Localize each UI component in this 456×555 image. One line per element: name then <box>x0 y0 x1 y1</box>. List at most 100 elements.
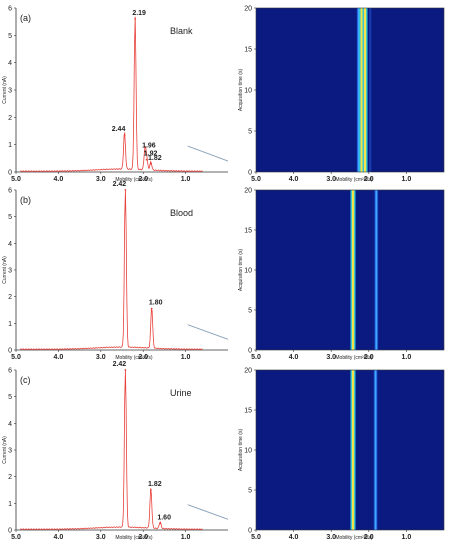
y-tick-label: 1 <box>8 142 12 149</box>
peak-marker <box>145 158 148 161</box>
heatmap-panel-1: 0 5 10 15 20 5.0 4.0 3.0 2.0 1.0 Mobility (cm²/Vs)… <box>238 6 445 183</box>
heatmap-panel-2: 0 5 10 15 20 5.0 4.0 3.0 2.0 1.0 Mobility (cm²/Vs)… <box>238 188 445 361</box>
x-tick-label: 4.0 <box>54 534 64 541</box>
x-tick-label: 3.0 <box>96 354 106 361</box>
peak-marker <box>124 189 127 191</box>
y-tick-label: 5 <box>248 488 252 495</box>
y-tick-label: 6 <box>8 188 12 195</box>
y-axis-label: Acquisition time (s) <box>238 69 244 112</box>
y-tick-label: 2 <box>8 115 12 122</box>
x-tick-label: 1.0 <box>181 176 191 183</box>
y-tick-label: 5 <box>8 33 12 40</box>
y-tick-label: 15 <box>244 408 252 415</box>
reference-line <box>187 145 229 162</box>
peak-label: 1.82 <box>148 481 162 488</box>
x-axis-label: Mobility (cm²/Vs) <box>115 355 153 361</box>
x-tick-label: 3.0 <box>96 534 106 541</box>
x-tick-label: 5.0 <box>11 176 21 183</box>
y-tick-label: 0 <box>248 528 252 535</box>
trace-panel-1: 0 1 2 3 4 5 6 5.0 4.0 3.0 2.0 1.0 Mobility (cm²/Vs) C… <box>2 6 229 183</box>
reference-line <box>187 504 229 520</box>
panel-label: (b) <box>20 195 31 205</box>
peak-marker <box>124 369 127 371</box>
peak-marker <box>149 162 152 165</box>
y-tick-label: 3 <box>8 88 12 95</box>
y-tick-label: 0 <box>8 170 12 177</box>
y-tick-label: 1 <box>8 321 12 328</box>
x-tick-label: 4.0 <box>289 176 299 183</box>
peak-label: 1.96 <box>142 143 156 150</box>
x-tick-label: 2.0 <box>138 534 148 541</box>
y-tick-label: 5 <box>8 394 12 401</box>
peak-label: 2.42 <box>113 361 127 368</box>
y-tick-label: 4 <box>8 421 12 428</box>
y-tick-label: 20 <box>244 368 252 375</box>
x-tick-label: 2.0 <box>364 176 374 183</box>
peak-marker <box>143 150 146 153</box>
reference-line <box>187 324 229 340</box>
heatmap-band <box>357 8 360 172</box>
x-axis-label: Mobility (cm²/Vs) <box>115 177 153 183</box>
heatmap-band <box>375 190 378 350</box>
panel-title: Blood <box>170 208 193 218</box>
heatmap-background <box>256 8 444 172</box>
peak-marker <box>149 489 152 491</box>
heatmap-background <box>256 190 444 350</box>
y-tick-label: 3 <box>8 268 12 275</box>
x-axis-label: Mobility (cm²/Vs) <box>335 355 373 361</box>
trace-panel-3: 0 1 2 3 4 5 6 5.0 4.0 3.0 2.0 1.0 Mobility (cm²/Vs) C… <box>2 361 229 541</box>
peak-label: 1.60 <box>157 514 171 521</box>
y-tick-label: 10 <box>244 448 252 455</box>
y-tick-label: 0 <box>8 348 12 355</box>
panel-label: (a) <box>20 13 31 23</box>
x-tick-label: 3.0 <box>326 354 336 361</box>
y-axis-label: Acquisition time (s) <box>238 429 244 472</box>
signal-trace <box>20 16 203 173</box>
y-axis-label: Current (nA) <box>2 76 8 104</box>
x-tick-label: 4.0 <box>54 176 64 183</box>
x-axis-label: Mobility (cm²/Vs) <box>335 535 373 541</box>
x-tick-label: 1.0 <box>181 534 191 541</box>
y-tick-label: 4 <box>8 60 12 67</box>
x-tick-label: 2.0 <box>364 354 374 361</box>
panel-title: Blank <box>170 26 193 36</box>
y-tick-label: 15 <box>244 47 252 54</box>
trace-panel-2: 0 1 2 3 4 5 6 5.0 4.0 3.0 2.0 1.0 Mobility (cm²/Vs) C… <box>2 181 229 361</box>
x-tick-label: 5.0 <box>251 534 261 541</box>
x-tick-label: 1.0 <box>402 176 412 183</box>
peak-marker <box>159 522 162 525</box>
x-tick-label: 5.0 <box>11 534 21 541</box>
y-tick-label: 2 <box>8 474 12 481</box>
y-axis-label: Acquisition time (s) <box>238 249 244 292</box>
x-tick-label: 1.0 <box>402 354 412 361</box>
heatmap-band <box>369 8 372 172</box>
y-tick-label: 2 <box>8 294 12 301</box>
x-tick-label: 2.0 <box>138 176 148 183</box>
signal-trace <box>20 189 203 351</box>
x-tick-label: 3.0 <box>326 176 336 183</box>
x-tick-label: 4.0 <box>54 354 64 361</box>
y-tick-label: 0 <box>248 170 252 177</box>
peak-label: 1.80 <box>149 300 163 307</box>
panel-label: (c) <box>20 375 31 385</box>
heatmap-band <box>363 8 367 172</box>
heatmap-background <box>256 370 444 530</box>
heatmap-band <box>374 370 377 530</box>
y-tick-label: 0 <box>248 348 252 355</box>
peak-label: 2.44 <box>112 126 126 133</box>
signal-trace <box>20 369 203 531</box>
y-tick-label: 3 <box>8 448 12 455</box>
peak-label: 1.82 <box>148 155 162 162</box>
x-tick-label: 5.0 <box>251 176 261 183</box>
y-tick-label: 1 <box>8 501 12 508</box>
y-tick-label: 10 <box>244 268 252 275</box>
y-tick-label: 20 <box>244 6 252 13</box>
y-tick-label: 4 <box>8 241 12 248</box>
y-axis-label: Current (nA) <box>2 436 8 464</box>
y-tick-label: 0 <box>8 528 12 535</box>
y-tick-label: 6 <box>8 368 12 375</box>
y-tick-label: 5 <box>8 214 12 221</box>
heatmap-band <box>351 190 355 350</box>
x-tick-label: 1.0 <box>181 354 191 361</box>
